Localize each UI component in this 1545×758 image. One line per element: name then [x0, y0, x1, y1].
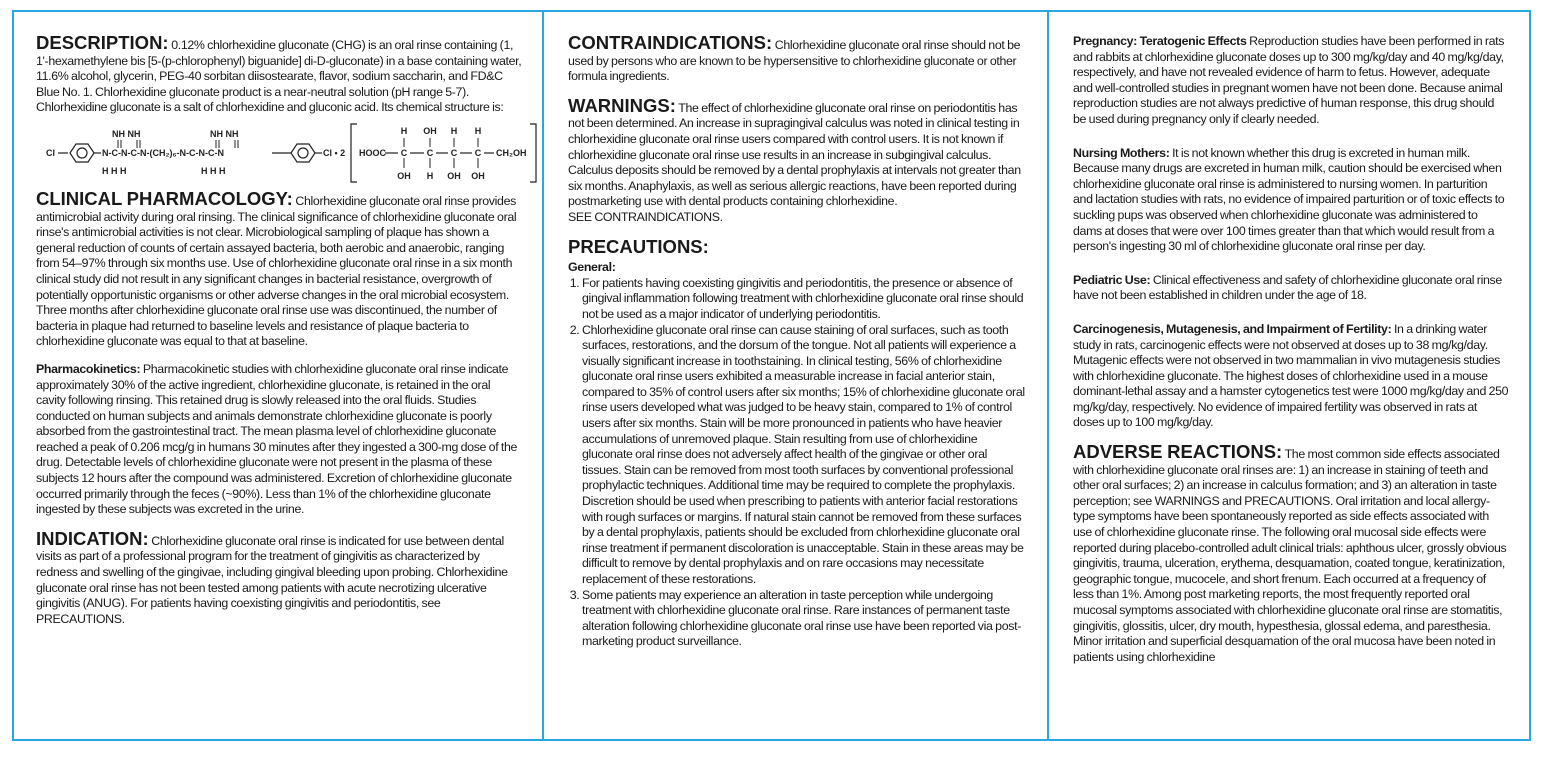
contraindications-section: CONTRAINDICATIONS: Chlorhexidine glucona… — [568, 32, 1027, 85]
carcinogenesis-heading: Carcinogenesis, Mutagenesis, and Impairm… — [1073, 321, 1392, 336]
chem-bottom-h: H — [427, 171, 434, 181]
warnings-section: WARNINGS: The effect of chlorhexidine gl… — [568, 94, 1027, 210]
chem-nh: NH NH — [210, 129, 239, 139]
description-text: 0.12% chlorhexidine gluconate (CHG) is a… — [36, 38, 522, 115]
precaution-item: Some patients may experience an alterati… — [582, 588, 1027, 650]
chem-nh: NH NH — [112, 129, 141, 139]
pediatric-heading: Pediatric Use: — [1073, 272, 1151, 287]
chem-bottom-oh: OH — [471, 171, 485, 181]
clinical-pharmacology-heading: CLINICAL PHARMACOLOGY: — [36, 187, 293, 209]
carcinogenesis-section: Carcinogenesis, Mutagenesis, and Impairm… — [1073, 322, 1509, 431]
clinical-pharmacology-text: Chlorhexidine gluconate oral rinse provi… — [36, 193, 517, 349]
chem-h-row: H H H — [102, 166, 127, 176]
adverse-reactions-text: The most common side effects associated … — [1073, 447, 1507, 664]
warnings-see-link: SEE CONTRAINDICATIONS. — [568, 209, 723, 224]
carcinogenesis-text: In a drinking water study in rats, carci… — [1073, 321, 1509, 430]
chem-top-h: H — [401, 126, 408, 136]
contraindications-text: Chlorhexidine gluconate oral rinse shoul… — [568, 38, 1021, 84]
precautions-general-label: General: — [568, 260, 616, 275]
chem-c: C — [401, 148, 408, 158]
pediatric-section: Pediatric Use: Clinical effectiveness an… — [1073, 273, 1509, 304]
chem-c: C — [451, 148, 458, 158]
pregnancy-heading: Pregnancy: Teratogenic Effects — [1073, 34, 1247, 48]
column-1: DESCRIPTION: 0.12% chlorhexidine glucona… — [12, 10, 544, 741]
chem-cl-right: Cl • 2 — [323, 148, 345, 158]
chem-top-h: H — [475, 126, 482, 136]
chem-c: C — [427, 148, 434, 158]
chem-h-row: H H H — [201, 166, 226, 176]
pharmacokinetics-section: Pharmacokinetics: Pharmacokinetic studie… — [36, 362, 522, 518]
chem-hooc: HOOC — [359, 148, 387, 158]
nursing-text: It is not known whether this drug is exc… — [1073, 145, 1505, 254]
chem-top-h: H — [451, 126, 458, 136]
indication-text: Chlorhexidine gluconate oral rinse is in… — [36, 533, 508, 626]
pediatric-text: Clinical effectiveness and safety of chl… — [1073, 272, 1502, 303]
adverse-reactions-heading: ADVERSE REACTIONS: — [1073, 441, 1283, 463]
pregnancy-section: Pregnancy: Teratogenic Effects Reproduct… — [1073, 34, 1509, 128]
description-section: DESCRIPTION: 0.12% chlorhexidine glucona… — [36, 32, 522, 116]
column-3: Pregnancy: Teratogenic Effects Reproduct… — [1047, 10, 1531, 741]
adverse-reactions-section: ADVERSE REACTIONS: The most common side … — [1073, 441, 1509, 665]
chem-c: C — [475, 148, 482, 158]
precautions-list: For patients having coexisting gingiviti… — [568, 276, 1027, 650]
chem-top-oh: OH — [423, 126, 437, 136]
warnings-heading: WARNINGS: — [568, 94, 676, 116]
precaution-item: For patients having coexisting gingiviti… — [582, 276, 1027, 323]
chem-bottom-oh: OH — [397, 171, 411, 181]
warnings-text: The effect of chlorhexidine gluconate or… — [568, 100, 1021, 209]
chem-ch2oh: CH₂OH — [496, 148, 527, 158]
chemical-structure: Cl N-C-N-C-N-(CH₂)₆-N-C-N-C-N NH NH NH N… — [46, 123, 537, 183]
chem-chain-left: N-C-N-C-N-(CH₂)₆-N-C-N-C-N — [102, 148, 224, 158]
clinical-pharmacology-section: CLINICAL PHARMACOLOGY: Chlorhexidine glu… — [36, 187, 522, 350]
pharmacokinetics-text: Pharmacokinetic studies with chlorhexidi… — [36, 361, 518, 517]
pharmacokinetics-heading: Pharmacokinetics: — [36, 361, 141, 376]
chem-cl-left: Cl — [46, 148, 55, 158]
indication-heading: INDICATION: — [36, 527, 149, 549]
chem-bottom-oh: OH — [447, 171, 461, 181]
contraindications-heading: CONTRAINDICATIONS: — [568, 32, 773, 53]
indication-section: INDICATION: Chlorhexidine gluconate oral… — [36, 527, 522, 628]
precautions-section: PRECAUTIONS: — [568, 235, 1027, 258]
nursing-section: Nursing Mothers: It is not known whether… — [1073, 146, 1509, 255]
column-2: CONTRAINDICATIONS: Chlorhexidine glucona… — [542, 10, 1049, 741]
precautions-heading: PRECAUTIONS: — [568, 235, 709, 257]
pregnancy-text: Reproduction studies have been performed… — [1073, 34, 1505, 126]
nursing-heading: Nursing Mothers: — [1073, 145, 1170, 160]
description-heading: DESCRIPTION: — [36, 32, 169, 53]
precaution-item: Chlorhexidine gluconate oral rinse can c… — [582, 323, 1027, 588]
